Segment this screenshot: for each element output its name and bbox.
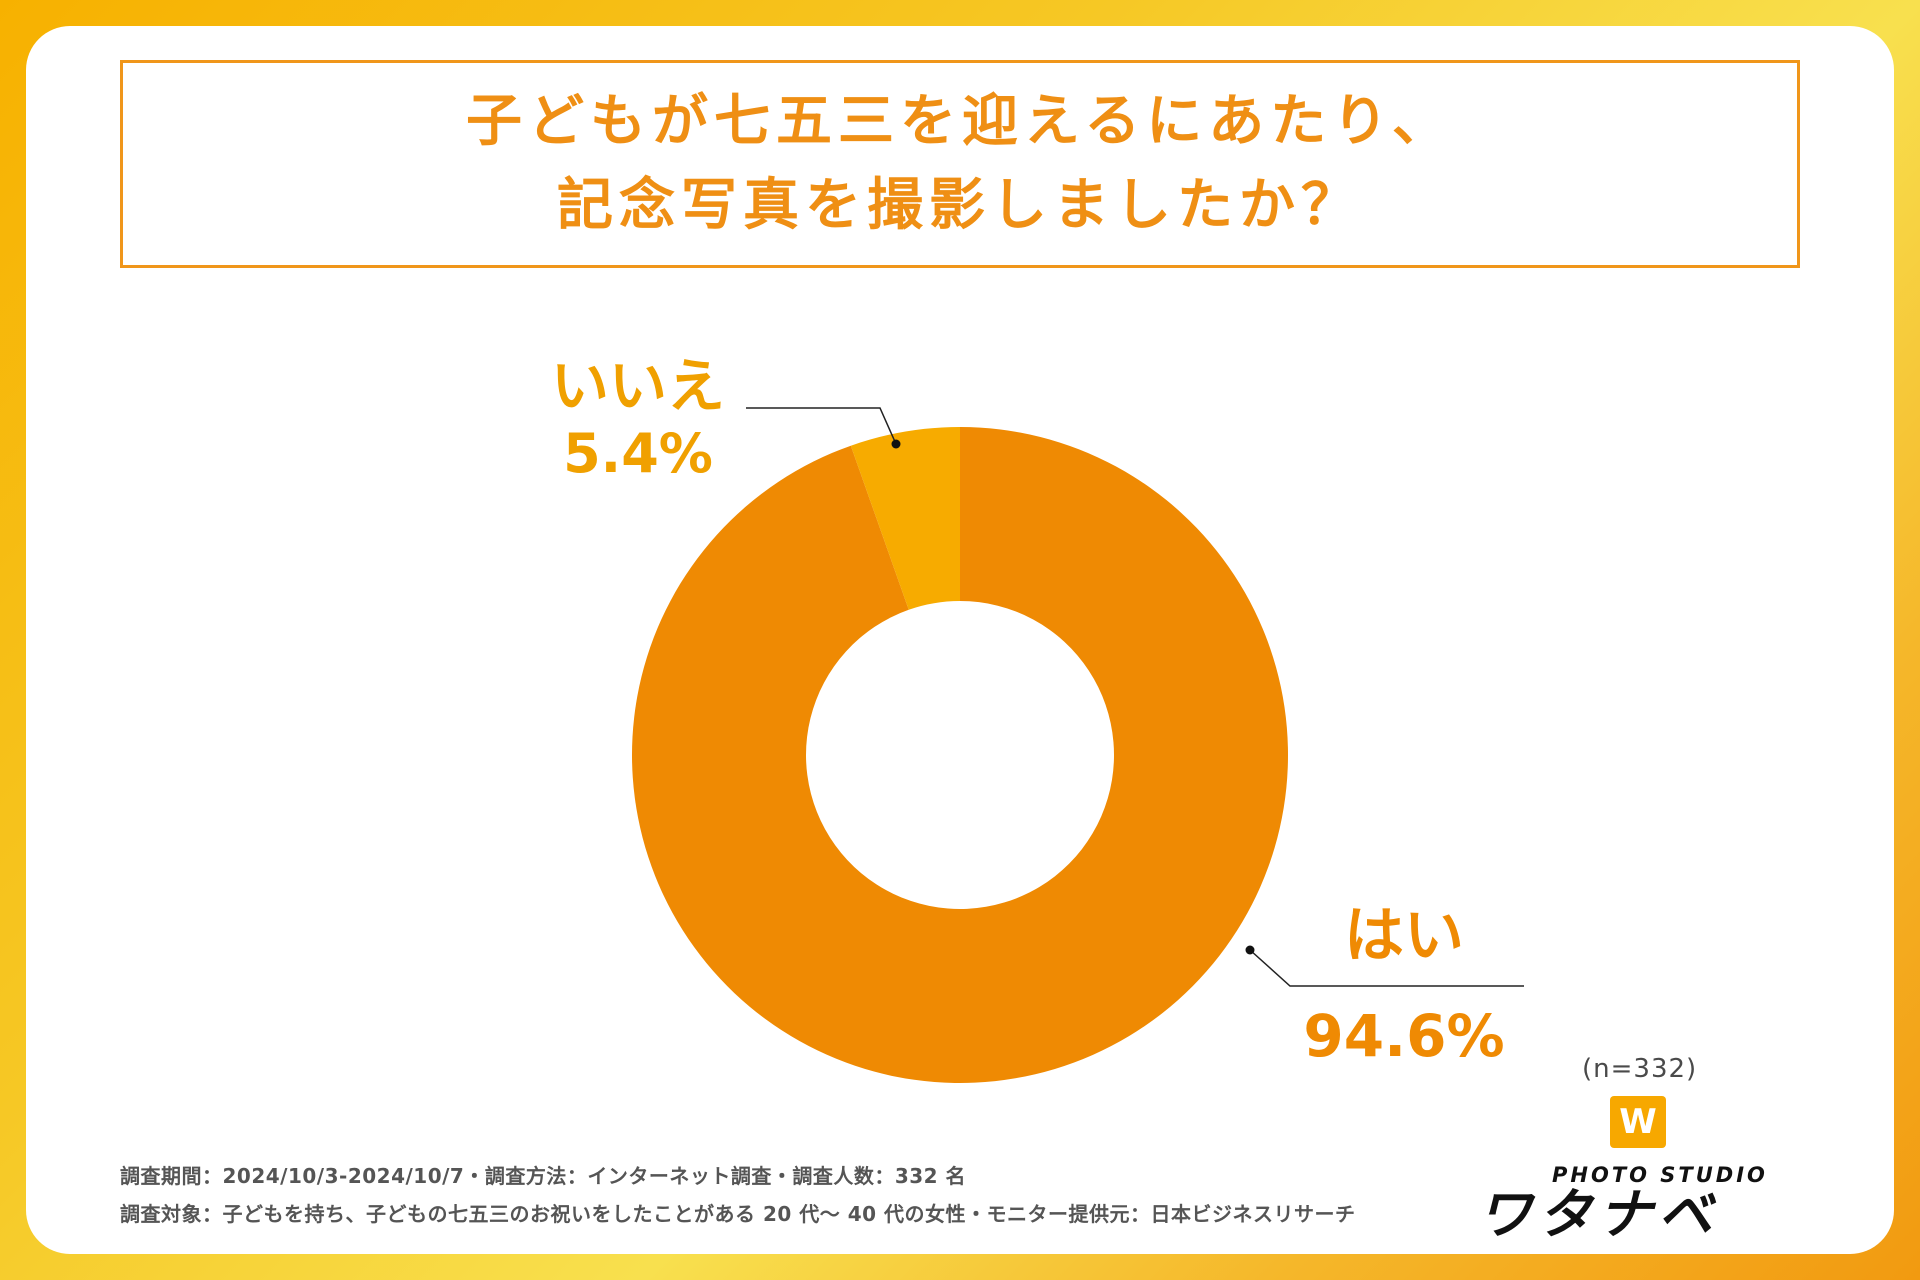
label-no-value: 5.4% [563,422,713,485]
label-yes-value: 94.6% [1303,1002,1504,1070]
leader-dot-yes [1245,945,1255,955]
brand-logo: ワタナベ [1478,1183,1718,1246]
title-line-2: 記念写真を撮影しましたか？ [557,173,1363,238]
label-yes-category: はい [1344,901,1464,971]
slice-no [850,427,960,610]
title-line-1: 子どもが七五三を迎えるにあたり、 [465,89,1455,154]
sample-size: (n=332) [1582,1054,1698,1084]
leader-dot-no [891,439,901,449]
leader-line-yes [1249,949,1524,987]
survey-info-line-1: 調査期間：2024/10/3-2024/10/7・調査方法：インターネット調査・… [120,1164,967,1188]
leader-line-no [746,407,897,445]
slice-yes [631,427,1288,1084]
title-box: 子どもが七五三を迎えるにあたり、 記念写真を撮影しましたか？ [120,60,1800,268]
brand-crown-icon: W [1610,1096,1666,1148]
survey-info-line-2: 調査対象：子どもを持ち、子どもの七五三のお祝いをしたことがある 20 代〜 40… [120,1202,1356,1226]
label-no-category: いいえ [551,352,725,420]
brand-subtitle: PHOTO STUDIO [1552,1163,1768,1187]
